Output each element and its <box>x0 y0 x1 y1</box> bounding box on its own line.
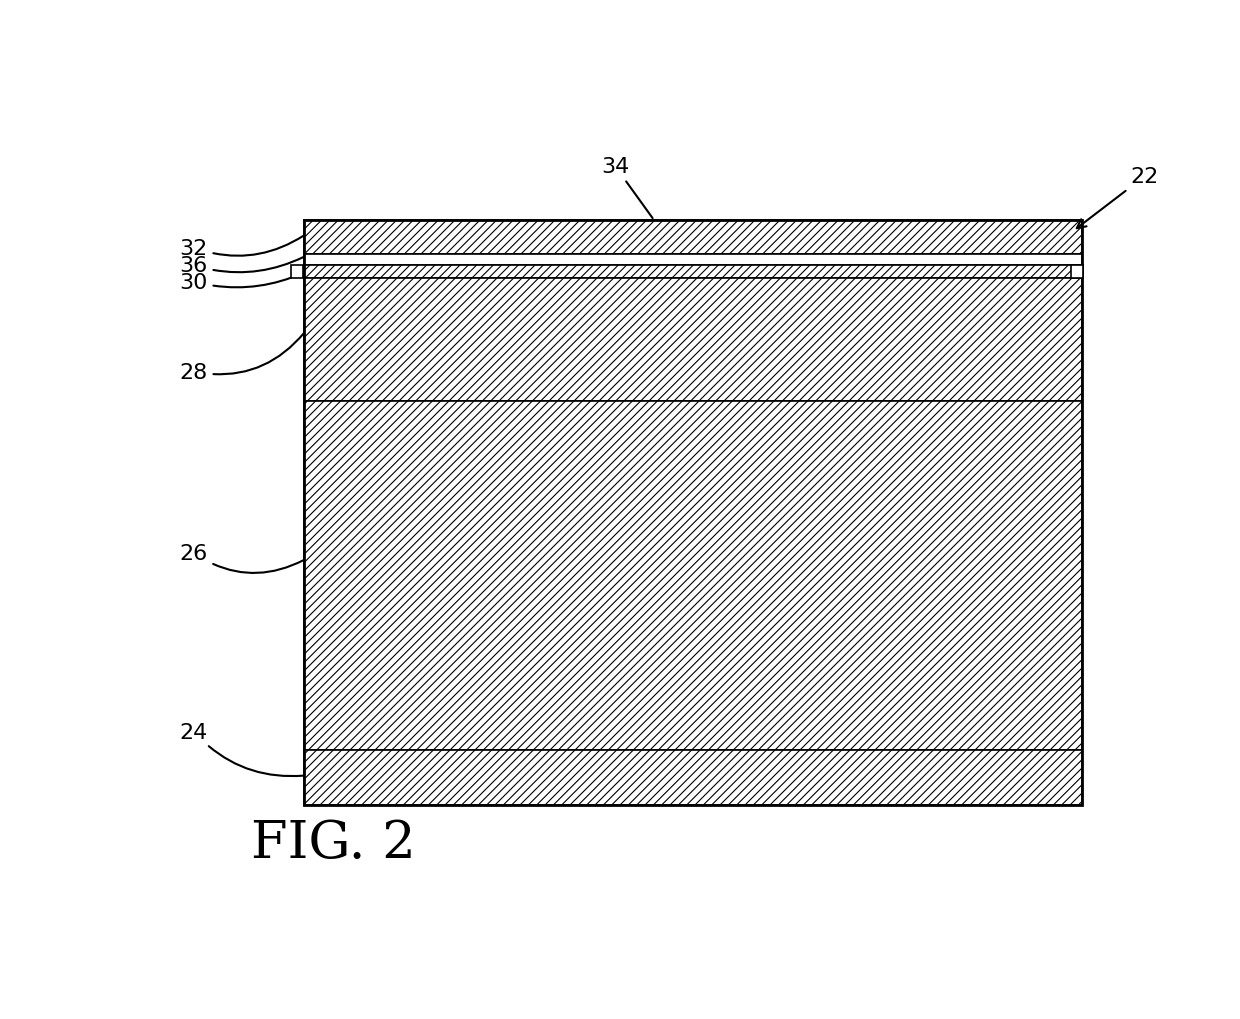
Text: 32: 32 <box>180 236 304 259</box>
Text: 22: 22 <box>1076 167 1158 229</box>
Bar <box>304 279 1083 401</box>
Bar <box>304 220 1083 805</box>
Text: 26: 26 <box>180 543 304 574</box>
Bar <box>290 266 303 279</box>
Bar <box>304 401 1083 750</box>
Text: 24: 24 <box>180 721 303 776</box>
Text: 30: 30 <box>180 272 304 292</box>
Bar <box>304 750 1083 805</box>
Bar <box>1071 266 1084 279</box>
Text: 28: 28 <box>180 333 304 382</box>
Text: FIG. 2: FIG. 2 <box>250 817 415 868</box>
Text: 36: 36 <box>180 256 304 276</box>
Text: 34: 34 <box>601 157 652 219</box>
Bar <box>304 220 1083 255</box>
Bar <box>304 255 1083 266</box>
Bar <box>304 266 1083 279</box>
